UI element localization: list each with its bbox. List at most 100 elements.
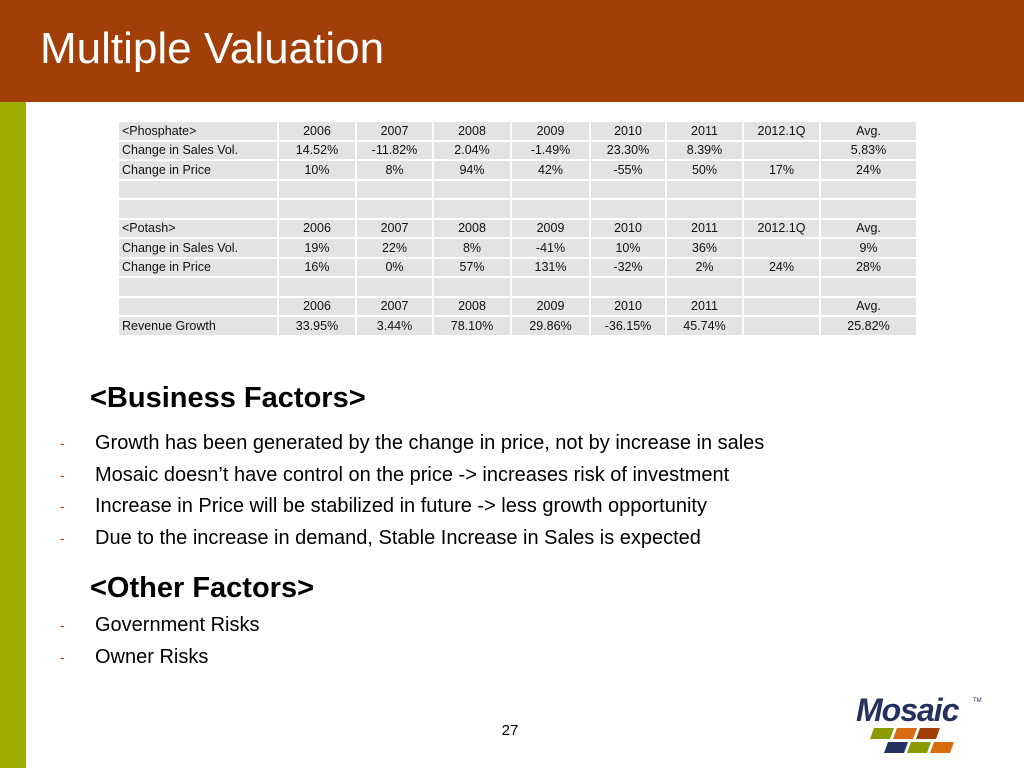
slide-title: Multiple Valuation — [40, 24, 385, 73]
table-row: Change in Price 16% 0% 57% 131% -32% 2% 24% 28% — [117, 256, 918, 278]
table-cell: 14.52% — [277, 139, 357, 161]
table-cell: 25.82% — [819, 315, 918, 337]
table-cell — [665, 198, 744, 220]
table-cell — [510, 178, 591, 200]
table-cell: 10% — [277, 159, 357, 181]
row-label-cell — [117, 276, 279, 298]
table-cell: 24% — [819, 159, 918, 181]
table-cell: 42% — [510, 159, 591, 181]
logo-tile — [893, 728, 917, 739]
table-cell: 94% — [432, 159, 512, 181]
logo-wordmark: Mosaic — [856, 692, 959, 728]
table-cell: 78.10% — [432, 315, 512, 337]
table-cell: 2010 — [589, 217, 667, 239]
table-cell: 3.44% — [355, 315, 434, 337]
table-cell: 8.39% — [665, 139, 744, 161]
table-row: Change in Sales Vol. 19% 22% 8% -41% 10% 36% 9% — [117, 237, 918, 259]
row-label-cell — [117, 198, 279, 220]
bullet-text: Owner Risks — [95, 645, 209, 668]
table-cell: Avg. — [819, 217, 918, 239]
table-cell — [355, 178, 434, 200]
table-cell: 2010 — [589, 120, 667, 142]
bullet-text: Mosaic doesn’t have control on the price… — [95, 463, 730, 486]
table-row: Change in Sales Vol. 14.52% -11.82% 2.04% -1… — [117, 139, 918, 161]
table-cell: 2012.1Q — [742, 120, 821, 142]
table-row: Change in Price 10% 8% 94% 42% -55% 50% 17% 24% — [117, 159, 918, 181]
logo-tile — [870, 728, 894, 739]
logo-trademark: TM — [973, 698, 982, 704]
row-label-cell: Change in Price — [117, 159, 279, 181]
logo-tile — [930, 742, 954, 753]
bullet-text: Due to the increase in demand, Stable In… — [95, 526, 701, 549]
table-cell — [819, 198, 918, 220]
table-cell: 28% — [819, 256, 918, 278]
bullet-dash: - — [60, 648, 65, 665]
bullet-dash: - — [60, 435, 65, 451]
page-number: 27 — [501, 722, 519, 739]
table-cell — [510, 198, 591, 220]
mosaic-tile-icon — [870, 728, 954, 753]
table-cell — [742, 178, 821, 200]
row-label-cell — [117, 178, 279, 200]
logo-tile — [916, 728, 940, 739]
table-cell: 2006 — [277, 295, 357, 317]
table-cell: 2010 — [589, 295, 667, 317]
table-cell: 5.83% — [819, 139, 918, 161]
table-cell: -36.15% — [589, 315, 667, 337]
bullet-dash: - — [60, 529, 65, 546]
bullet-text: Increase in Price will be stabilized in … — [95, 495, 707, 517]
table-cell: -11.82% — [355, 139, 434, 161]
table-cell: 17% — [742, 159, 821, 181]
table-cell: 23.30% — [589, 139, 667, 161]
row-label-cell — [117, 295, 279, 317]
table-cell: 2007 — [355, 120, 434, 142]
table-cell — [819, 276, 918, 298]
table-cell: 2% — [665, 256, 744, 278]
table-cell: Avg. — [819, 295, 918, 317]
table-cell: 2006 — [277, 120, 357, 142]
table-cell: 16% — [277, 256, 357, 278]
table-row — [117, 178, 918, 200]
table-cell — [742, 295, 821, 317]
table-cell: 8% — [432, 237, 512, 259]
table-cell — [742, 276, 821, 298]
table-cell: 2.04% — [432, 139, 512, 161]
table-row: 2006 2007 2008 2009 2010 2011 Avg. — [117, 295, 918, 317]
row-label-cell: Revenue Growth — [117, 315, 279, 337]
table-cell — [589, 178, 667, 200]
table-cell — [510, 276, 591, 298]
title-bar: Multiple Valuation — [0, 0, 1024, 102]
table-cell — [277, 178, 357, 200]
table-cell — [589, 276, 667, 298]
table-cell — [432, 178, 512, 200]
table-cell: 2007 — [355, 295, 434, 317]
table-cell — [432, 198, 512, 220]
table-cell: 2008 — [432, 295, 512, 317]
table-cell: 2009 — [510, 217, 591, 239]
left-accent-stripe — [0, 102, 26, 768]
table-cell: Avg. — [819, 120, 918, 142]
mosaic-logo: Mosaic TM — [856, 690, 982, 756]
table-cell: 22% — [355, 237, 434, 259]
table-cell: 29.86% — [510, 315, 591, 337]
table-cell: -1.49% — [510, 139, 591, 161]
table-cell — [665, 178, 744, 200]
table-cell: 50% — [665, 159, 744, 181]
table-cell: 10% — [589, 237, 667, 259]
row-label-cell: Change in Price — [117, 256, 279, 278]
table-cell: 24% — [742, 256, 821, 278]
bullet-text: Government Risks — [95, 614, 260, 636]
table-cell — [355, 276, 434, 298]
table-cell: 131% — [510, 256, 591, 278]
table-cell: 2008 — [432, 217, 512, 239]
table-cell: 2006 — [277, 217, 357, 239]
table-row: Revenue Growth 33.95% 3.44% 78.10% 29.86% -36… — [117, 315, 918, 337]
table-cell: 2011 — [665, 120, 744, 142]
table-cell: 2011 — [665, 295, 744, 317]
table-cell: 2009 — [510, 120, 591, 142]
table-cell — [355, 198, 434, 220]
valuation-table: <Phosphate> 2006 2007 2008 2009 2010 2011 2012.… — [117, 120, 918, 337]
table-cell: 2008 — [432, 120, 512, 142]
row-label-cell: Change in Sales Vol. — [117, 139, 279, 161]
table-cell — [277, 198, 357, 220]
